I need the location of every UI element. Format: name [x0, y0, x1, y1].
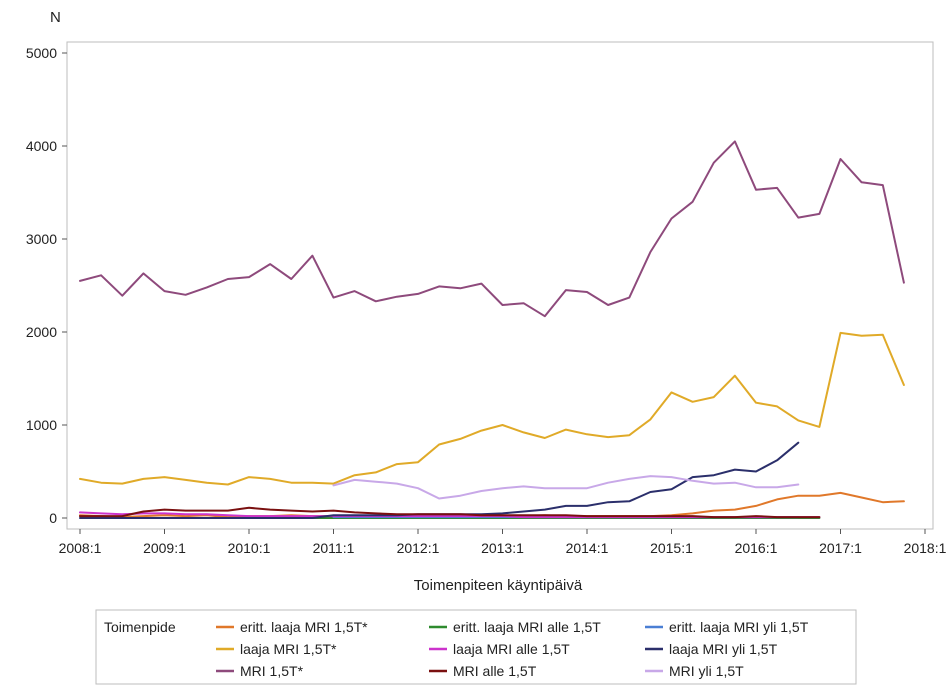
- y-tick-label: 2000: [26, 324, 57, 340]
- y-tick-label: 4000: [26, 138, 57, 154]
- x-tick-label: 2008:1: [59, 540, 102, 556]
- y-axis: 0 1000 2000 3000 4000 5000: [26, 45, 67, 526]
- legend-label: laaja MRI 1,5T*: [240, 641, 337, 657]
- x-tick-label: 2018:1: [904, 540, 947, 556]
- y-tick-label: 5000: [26, 45, 57, 61]
- y-axis-title: N: [50, 9, 61, 26]
- x-tick-label: 2013:1: [481, 540, 524, 556]
- legend-label: MRI yli 1,5T: [669, 663, 744, 679]
- legend-label: laaja MRI yli 1,5T: [669, 641, 778, 657]
- legend-label: eritt. laaja MRI 1,5T*: [240, 619, 368, 635]
- legend-title: Toimenpide: [104, 619, 176, 635]
- x-tick-label: 2016:1: [735, 540, 778, 556]
- legend-label: laaja MRI alle 1,5T: [453, 641, 570, 657]
- series-line: [79, 140, 905, 318]
- series-line: [79, 506, 821, 519]
- series-lines: [79, 140, 905, 519]
- x-axis-title: Toimenpiteen käyntipäivä: [414, 577, 583, 594]
- x-tick-label: 2012:1: [397, 540, 440, 556]
- x-tick-label: 2017:1: [819, 540, 862, 556]
- legend-label: eritt. laaja MRI alle 1,5T: [453, 619, 601, 635]
- series-line: [79, 331, 905, 486]
- series-line: [332, 475, 800, 500]
- x-tick-label: 2014:1: [566, 540, 609, 556]
- x-tick-label: 2015:1: [650, 540, 693, 556]
- x-tick-label: 2010:1: [228, 540, 271, 556]
- y-tick-label: 0: [49, 510, 57, 526]
- legend-label: MRI alle 1,5T: [453, 663, 537, 679]
- y-tick-label: 3000: [26, 231, 57, 247]
- plot-frame: [66, 41, 934, 530]
- x-axis: 2008:1 2009:1 2010:1 2011:1 2012:1 2013:1 2014…: [59, 529, 947, 556]
- x-tick-label: 2009:1: [143, 540, 186, 556]
- legend-label: MRI 1,5T*: [240, 663, 304, 679]
- legend-label: eritt. laaja MRI yli 1,5T: [669, 619, 809, 635]
- y-tick-label: 1000: [26, 417, 57, 433]
- legend-items: eritt. laaja MRI 1,5T* eritt. laaja MRI a…: [216, 619, 809, 679]
- x-tick-label: 2011:1: [313, 540, 355, 556]
- legend: Toimenpide eritt. laaja MRI 1,5T* eritt. …: [95, 609, 857, 685]
